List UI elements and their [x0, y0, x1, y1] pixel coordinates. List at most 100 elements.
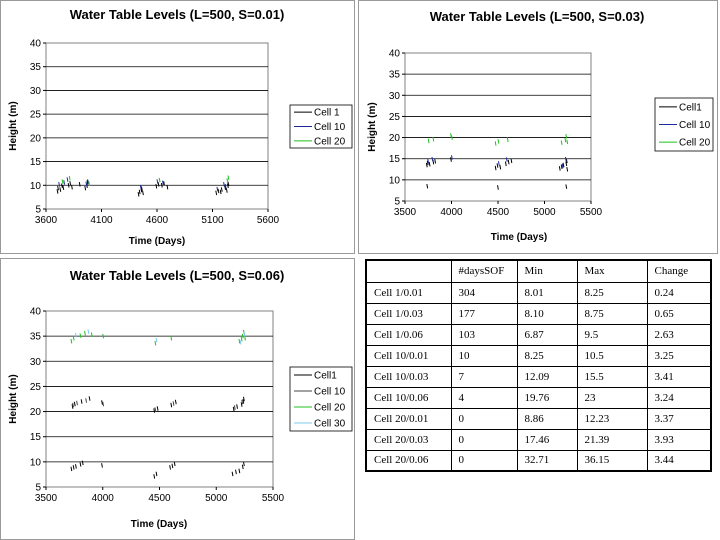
x-tick-label: 5000 [533, 207, 556, 218]
table-cell: Cell 20/0.06 [365, 449, 452, 472]
table-header-cell: #daysSOF [450, 259, 518, 283]
y-tick-label: 35 [389, 70, 401, 81]
table-header-cell: Max [576, 259, 648, 283]
x-tick-label: 3500 [35, 493, 58, 504]
x-axis-label: Time (Days) [131, 519, 188, 530]
legend-entry: Cell 10 [679, 120, 711, 131]
table-row: Cell 10/0.01 10 8.25 10.5 3.25 [365, 344, 712, 367]
legend-box [289, 366, 353, 432]
table-cell: 8.01 [516, 281, 578, 304]
table-cell: 8.25 [516, 344, 578, 367]
x-tick-label: 5600 [257, 215, 280, 226]
data-point [88, 396, 91, 401]
data-point [504, 161, 507, 167]
data-point [226, 183, 229, 189]
table-row: Cell 1/0.06 103 6.87 9.5 2.63 [365, 323, 712, 346]
data-point [216, 186, 219, 192]
y-tick-label: 15 [389, 154, 401, 165]
data-point [226, 178, 229, 183]
y-tick-label: 15 [30, 157, 42, 168]
data-point [426, 160, 429, 166]
data-point [75, 332, 77, 338]
data-point [71, 184, 73, 190]
data-point [497, 185, 499, 190]
data-point [102, 333, 105, 339]
table-header-row: #daysSOF Min Max Change [365, 259, 712, 283]
data-point [142, 190, 144, 196]
x-tick-label: 4500 [487, 207, 510, 218]
data-point [102, 401, 105, 407]
data-point [170, 335, 173, 341]
legend-entry: Cell1 [314, 371, 337, 382]
y-tick-label: 10 [30, 457, 42, 468]
summary-table: #daysSOF Min Max Change Cell 1/0.01 304 8.01 8.… [365, 259, 712, 472]
data-point [565, 158, 568, 164]
data-point [139, 184, 142, 190]
legend-entry: Cell 30 [314, 419, 346, 430]
data-point [562, 162, 565, 168]
data-point [227, 175, 230, 180]
data-point [62, 185, 65, 190]
data-point [450, 157, 452, 162]
data-point [427, 138, 430, 144]
table-cell: 0 [450, 449, 518, 472]
x-tick-label: 5500 [262, 493, 285, 504]
data-point [242, 399, 245, 404]
data-point [235, 469, 237, 475]
data-point [158, 177, 161, 183]
data-point [174, 399, 177, 405]
data-point [72, 335, 75, 341]
chart-s003: Water Table Levels (L=500, S=0.03) 5 10 15 2… [367, 9, 714, 243]
data-point [153, 408, 156, 413]
legend-entry: Cell 10 [314, 122, 346, 133]
table-row: Cell 10/0.06 4 19.76 23 3.24 [365, 386, 712, 409]
x-axis-label: Time (Days) [129, 236, 186, 247]
y-tick-label: 40 [389, 49, 401, 60]
y-tick-label: 40 [30, 307, 42, 318]
data-point [242, 396, 245, 402]
data-point [232, 406, 235, 412]
data-point [560, 140, 563, 145]
data-point [238, 468, 241, 474]
data-point [101, 463, 103, 468]
data-point [170, 402, 173, 408]
data-point [157, 182, 160, 187]
table-row: Cell 10/0.03 7 12.09 15.5 3.41 [365, 365, 712, 388]
data-point [510, 158, 513, 164]
data-point [450, 133, 452, 138]
table-cell: 0 [450, 407, 518, 430]
data-point [217, 188, 220, 194]
y-tick-label: 5 [394, 197, 400, 208]
data-point [67, 182, 70, 188]
data-point [239, 339, 242, 345]
table-row: Cell 20/0.03 0 17.46 21.39 3.93 [365, 428, 712, 451]
summary-table-wrap: #daysSOF Min Max Change Cell 1/0.01 304 8.01 8.… [365, 259, 712, 472]
y-tick-label: 10 [389, 175, 401, 186]
table-cell: 23 [576, 386, 648, 409]
chart-title: Water Table Levels (L=500, S=0.01) [70, 7, 285, 22]
data-point [155, 337, 158, 343]
x-tick-label: 4000 [440, 207, 463, 218]
table-header-cell [365, 259, 452, 283]
data-point [558, 166, 561, 171]
table-cell: 19.76 [516, 386, 578, 409]
y-tick-label: 25 [30, 382, 42, 393]
data-point [223, 182, 225, 187]
data-point [68, 175, 71, 181]
table-cell: 10 [450, 344, 518, 367]
y-tick-label: 40 [30, 39, 42, 50]
data-point [155, 183, 158, 189]
table-cell: 3.25 [646, 344, 712, 367]
data-point [224, 183, 227, 189]
table-cell: Cell 1/0.06 [365, 323, 452, 346]
data-point [506, 137, 509, 142]
data-point [564, 156, 567, 162]
table-cell: 7 [450, 365, 518, 388]
table-cell: 0.65 [646, 302, 712, 325]
chart-panel-s003: Water Table Levels (L=500, S=0.03) 5 10 15 2… [358, 0, 718, 254]
data-point [85, 398, 88, 403]
data-point [86, 180, 89, 185]
data-point [156, 179, 159, 184]
table-cell: Cell 10/0.01 [365, 344, 452, 367]
data-point [426, 183, 429, 189]
